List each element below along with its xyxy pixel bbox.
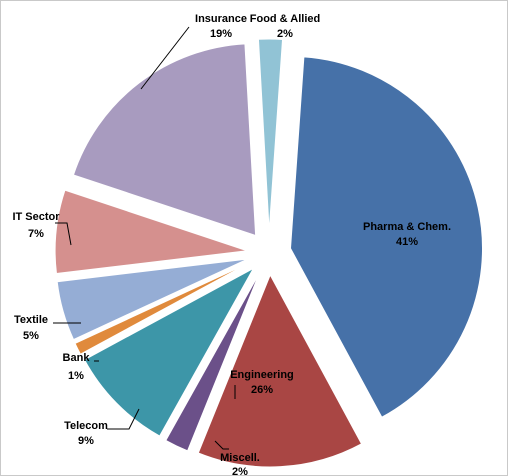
slices-layer bbox=[54, 38, 484, 468]
pie-slice-food-allied bbox=[257, 38, 284, 232]
slice-pct-telecom: 9% bbox=[78, 435, 94, 447]
slice-name-it-sector: IT Sector bbox=[12, 211, 60, 223]
slice-pct-insurance: 19% bbox=[210, 28, 232, 40]
labels-layer: Pharma & Chem. 41% Engineering 26% Misce… bbox=[12, 13, 451, 475]
pie-slice-engineering bbox=[197, 273, 363, 468]
slice-name-miscell: Miscell. bbox=[220, 452, 260, 464]
pie-slice-textile bbox=[56, 258, 249, 341]
slice-name-insurance: Insurance bbox=[195, 13, 247, 25]
leader-lines bbox=[53, 26, 236, 450]
slice-pct-pharma: 41% bbox=[396, 236, 418, 248]
slice-name-food-allied: Food & Allied bbox=[250, 13, 320, 25]
slice-name-bank: Bank bbox=[63, 352, 91, 364]
slice-pct-food-allied: 2% bbox=[277, 28, 293, 40]
leader-miscell bbox=[214, 440, 229, 450]
slice-name-pharma: Pharma & Chem. bbox=[363, 221, 451, 233]
slice-name-engineering: Engineering bbox=[230, 369, 294, 381]
leader-telecom bbox=[107, 408, 140, 430]
pie-slice-insurance bbox=[72, 43, 257, 237]
pie-slice-pharma bbox=[289, 56, 484, 418]
slice-pct-miscell: 2% bbox=[232, 466, 248, 475]
pie-slice-it-sector bbox=[54, 189, 248, 275]
leader-insurance bbox=[140, 26, 190, 90]
slice-name-textile: Textile bbox=[14, 314, 48, 326]
slice-pct-engineering: 26% bbox=[251, 384, 273, 396]
slice-pct-bank: 1% bbox=[68, 370, 84, 382]
pie-slice-bank bbox=[74, 262, 250, 355]
pie-slice-miscell bbox=[165, 272, 260, 452]
pie-slice-telecom bbox=[83, 267, 255, 437]
slice-pct-textile: 5% bbox=[23, 330, 39, 342]
slice-name-telecom: Telecom bbox=[64, 420, 108, 432]
leader-it-sector bbox=[55, 222, 72, 246]
slice-pct-it-sector: 7% bbox=[28, 228, 44, 240]
